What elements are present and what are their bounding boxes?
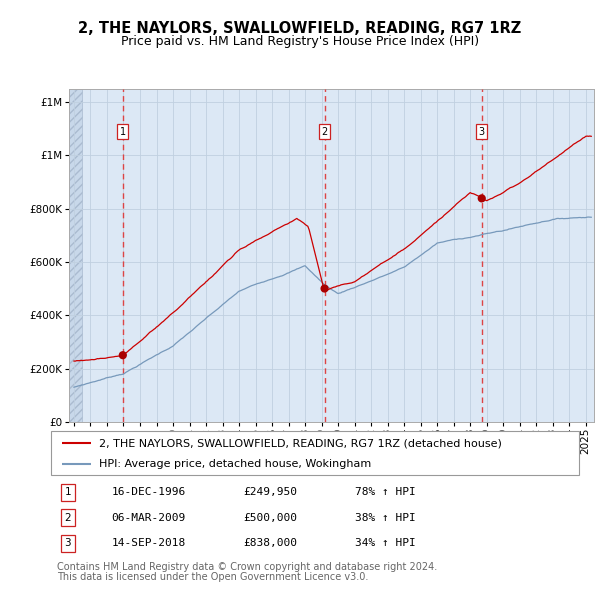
Text: 3: 3	[479, 127, 485, 137]
Text: £838,000: £838,000	[244, 538, 298, 548]
Text: 34% ↑ HPI: 34% ↑ HPI	[355, 538, 415, 548]
Text: 2: 2	[65, 513, 71, 523]
FancyBboxPatch shape	[51, 431, 579, 475]
Text: HPI: Average price, detached house, Wokingham: HPI: Average price, detached house, Woki…	[98, 459, 371, 469]
Text: 78% ↑ HPI: 78% ↑ HPI	[355, 487, 415, 497]
Text: £500,000: £500,000	[244, 513, 298, 523]
Text: 1: 1	[65, 487, 71, 497]
Text: 16-DEC-1996: 16-DEC-1996	[112, 487, 186, 497]
Text: 14-SEP-2018: 14-SEP-2018	[112, 538, 186, 548]
Point	[477, 194, 487, 203]
Text: 2, THE NAYLORS, SWALLOWFIELD, READING, RG7 1RZ (detached house): 2, THE NAYLORS, SWALLOWFIELD, READING, R…	[98, 438, 502, 448]
Text: 2, THE NAYLORS, SWALLOWFIELD, READING, RG7 1RZ: 2, THE NAYLORS, SWALLOWFIELD, READING, R…	[79, 21, 521, 35]
Bar	[69, 88, 82, 422]
Point	[118, 350, 128, 360]
Point	[320, 284, 329, 293]
Text: Price paid vs. HM Land Registry's House Price Index (HPI): Price paid vs. HM Land Registry's House …	[121, 35, 479, 48]
Text: 38% ↑ HPI: 38% ↑ HPI	[355, 513, 415, 523]
Text: 1: 1	[120, 127, 126, 137]
Text: This data is licensed under the Open Government Licence v3.0.: This data is licensed under the Open Gov…	[57, 572, 368, 582]
Text: Contains HM Land Registry data © Crown copyright and database right 2024.: Contains HM Land Registry data © Crown c…	[57, 562, 437, 572]
Text: 2: 2	[322, 127, 328, 137]
Text: 3: 3	[65, 538, 71, 548]
Text: 06-MAR-2009: 06-MAR-2009	[112, 513, 186, 523]
Text: £249,950: £249,950	[244, 487, 298, 497]
